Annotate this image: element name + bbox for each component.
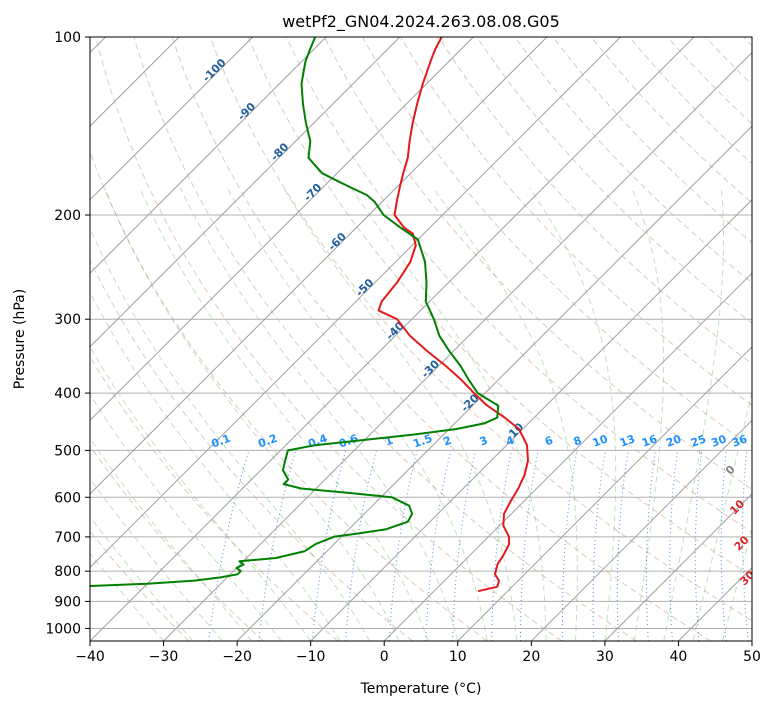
isotherm-line <box>457 346 752 641</box>
y-axis-ticks: 1000 900 800 700 600 500 400 300 200 100 <box>45 30 90 637</box>
isotherm-gridlines <box>90 37 752 641</box>
moist-adiabat-line <box>529 187 617 641</box>
dry-adiabat-line <box>247 37 752 577</box>
y-tick-label: 200 <box>54 208 81 224</box>
isotherm-line <box>163 51 752 641</box>
isotherm-line <box>90 37 327 274</box>
isotherm-line <box>90 37 401 348</box>
y-tick-label: 600 <box>54 490 81 506</box>
x-axis-ticks: −40 −30 −20 −10 0 10 20 30 40 50 <box>75 641 761 665</box>
x-tick-label: 40 <box>670 649 688 665</box>
mixing-ratio-label: 8 <box>572 434 584 449</box>
x-tick-label: 50 <box>743 649 761 665</box>
dry-adiabat-line <box>590 37 752 204</box>
dry-adiabat-line <box>90 444 264 641</box>
moist-adiabat-line <box>179 187 459 641</box>
moist-adiabat-line <box>139 187 429 641</box>
y-tick-label: 400 <box>54 386 81 402</box>
dry-adiabat-line <box>476 37 752 324</box>
moist-adiabat-line <box>283 187 518 641</box>
dry-adiabat-line <box>95 37 562 641</box>
y-tick-label: 700 <box>54 530 81 546</box>
moist-adiabat-line <box>631 187 664 641</box>
mixing-ratio-label: 0.2 <box>256 432 279 451</box>
isotherm-line <box>310 198 752 641</box>
x-tick-label: 30 <box>596 649 614 665</box>
y-tick-label: 300 <box>54 312 81 328</box>
mixing-ratio-label: 6 <box>543 434 555 449</box>
isotherm-line <box>90 37 254 201</box>
temperature-profile-line <box>377 37 529 593</box>
isotherm-line <box>90 37 474 422</box>
x-tick-label: 10 <box>449 649 467 665</box>
y-tick-label: 100 <box>54 30 81 46</box>
x-tick-label: −20 <box>222 649 252 665</box>
mixing-ratio-line <box>311 450 347 641</box>
isotherm-line <box>530 419 752 641</box>
dry-adiabat-line <box>171 37 712 641</box>
moist-adiabat-label: 40 <box>747 598 767 618</box>
dry-adiabat-line <box>628 37 752 165</box>
profile-lines <box>90 37 529 593</box>
mixing-ratio-label: 16 <box>640 432 659 450</box>
dry-adiabat-line <box>514 37 752 284</box>
mixing-ratio-label: 4 <box>504 434 516 449</box>
mixing-ratio-label: 25 <box>689 432 708 449</box>
mixing-ratio-label: 1 <box>383 434 395 449</box>
moist-adiabat-line <box>226 187 488 641</box>
x-tick-label: −40 <box>75 649 105 665</box>
x-axis-label: Temperature (°C) <box>360 681 482 697</box>
isotherm-line <box>604 493 752 641</box>
x-tick-label: −10 <box>296 649 326 665</box>
mixing-ratio-lines <box>208 450 749 641</box>
isotherm-line <box>236 125 752 641</box>
dry-adiabat-line <box>324 37 752 490</box>
x-tick-label: 20 <box>522 649 540 665</box>
x-tick-label: −30 <box>149 649 179 665</box>
mixing-ratio-line <box>345 450 377 641</box>
isotherm-line <box>90 37 695 641</box>
moist-adiabats <box>90 187 752 641</box>
moist-adiabat-line <box>90 227 370 641</box>
mixing-ratio-line <box>258 450 297 641</box>
moist-adiabat-line <box>90 290 341 641</box>
dry-adiabat-line <box>285 37 752 534</box>
isobar-gridlines <box>90 37 752 629</box>
y-tick-label: 800 <box>54 564 81 580</box>
mixing-ratio-line <box>388 450 418 641</box>
mixing-ratio-label: 10 <box>591 432 610 450</box>
dry-adiabat-line <box>400 37 752 406</box>
moist-adiabat-line <box>90 477 223 641</box>
mixing-ratio-label: 36 <box>730 432 749 450</box>
dewpoint-profile-line <box>90 37 500 587</box>
y-tick-label: 500 <box>54 443 81 459</box>
y-axis-label: Pressure (hPa) <box>12 289 28 389</box>
moist-adiabat-line <box>90 516 194 641</box>
isotherm-line <box>90 37 621 569</box>
mixing-ratio-label: 20 <box>664 432 683 450</box>
mixing-ratio-label: 2 <box>442 434 454 449</box>
y-tick-label: 1000 <box>45 621 81 637</box>
moist-adiabat-line <box>692 389 752 641</box>
isotherm-line <box>383 272 752 641</box>
moist-adiabat-line <box>663 187 724 641</box>
dry-adiabat-line <box>209 37 752 622</box>
mixing-ratio-label: 30 <box>709 432 728 450</box>
y-tick-label: 900 <box>54 594 81 610</box>
chart-title: wetPf2_GN04.2024.263.08.08.G05 <box>282 12 560 32</box>
mixing-ratio-label: 1.5 <box>411 432 434 451</box>
x-tick-label: 0 <box>380 649 389 665</box>
moist-adiabat-line <box>90 552 164 641</box>
dry-adiabat-line <box>90 259 413 641</box>
plot-frame <box>89 36 753 642</box>
moist-adiabat-line <box>104 187 400 641</box>
mixing-ratio-label: 0.1 <box>210 432 233 451</box>
mixing-ratio-line <box>208 450 250 641</box>
mixing-ratio-label: 13 <box>618 432 637 449</box>
mixing-ratio-label: 3 <box>478 434 490 449</box>
isotherm-line <box>90 37 548 495</box>
